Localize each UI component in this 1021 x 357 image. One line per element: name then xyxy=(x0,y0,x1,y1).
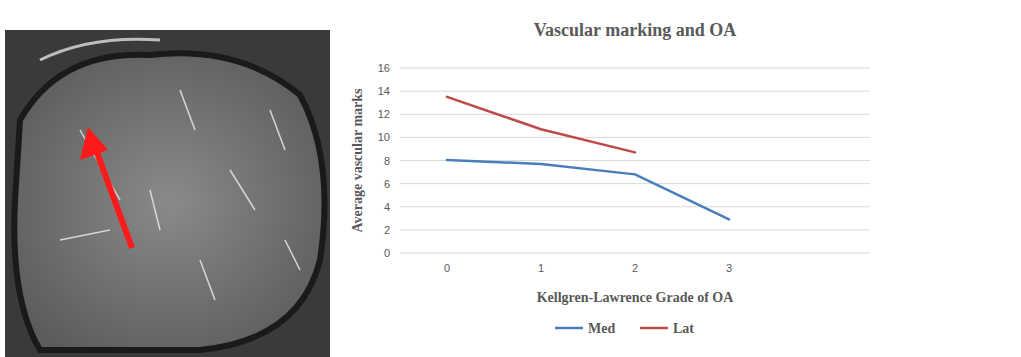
mri-vessel xyxy=(230,170,255,210)
grid-line xyxy=(400,137,870,138)
y-tick-label: 0 xyxy=(384,247,390,259)
arrow-head xyxy=(80,127,108,160)
arrow-shaft xyxy=(96,150,132,248)
y-tick-label: 16 xyxy=(378,62,390,74)
mri-vessel xyxy=(270,110,285,150)
grid-line xyxy=(400,91,870,92)
x-tick-label: 2 xyxy=(632,262,638,274)
mri-vessel xyxy=(150,190,160,230)
x-tick-label: 0 xyxy=(444,262,450,274)
mri-vessel xyxy=(60,230,110,240)
grid-line xyxy=(400,253,870,254)
chart-title: Vascular marking and OA xyxy=(534,20,737,40)
mri-vessel xyxy=(180,90,195,130)
grid-line xyxy=(400,68,870,69)
mri-vessel xyxy=(200,260,215,300)
x-tick-label: 1 xyxy=(538,262,544,274)
series-line xyxy=(447,97,635,153)
y-tick-label: 12 xyxy=(378,108,390,120)
legend: Med Lat xyxy=(555,321,694,336)
grid-line xyxy=(400,229,870,230)
legend-swatch xyxy=(555,327,583,330)
mri-background xyxy=(5,30,330,357)
y-tick-label: 10 xyxy=(378,131,390,143)
canvas: Vascular marking and OA02468101214160123… xyxy=(0,0,1021,357)
mri-vessel xyxy=(285,240,300,270)
mri-image xyxy=(5,30,330,357)
y-tick-label: 6 xyxy=(384,178,390,190)
y-tick-label: 4 xyxy=(384,201,390,213)
mri-soft-tissue xyxy=(40,39,160,60)
mri-bone xyxy=(14,53,324,350)
y-tick-label: 2 xyxy=(384,224,390,236)
y-axis-title: Average vascular marks xyxy=(350,88,365,233)
grid xyxy=(400,68,870,253)
grid-line xyxy=(400,206,870,207)
y-tick-label: 8 xyxy=(384,155,390,167)
y-tick-label: 14 xyxy=(378,85,390,97)
legend-label: Lat xyxy=(673,321,694,336)
x-tick-label: 3 xyxy=(726,262,732,274)
grid-line xyxy=(400,114,870,115)
series-line xyxy=(447,160,729,220)
root: Vascular marking and OA02468101214160123… xyxy=(0,0,1021,357)
plot-area xyxy=(447,97,729,220)
legend-swatch xyxy=(640,327,668,330)
grid-line xyxy=(400,183,870,184)
legend-label: Med xyxy=(588,321,615,336)
x-axis-title: Kellgren-Lawrence Grade of OA xyxy=(537,290,734,305)
